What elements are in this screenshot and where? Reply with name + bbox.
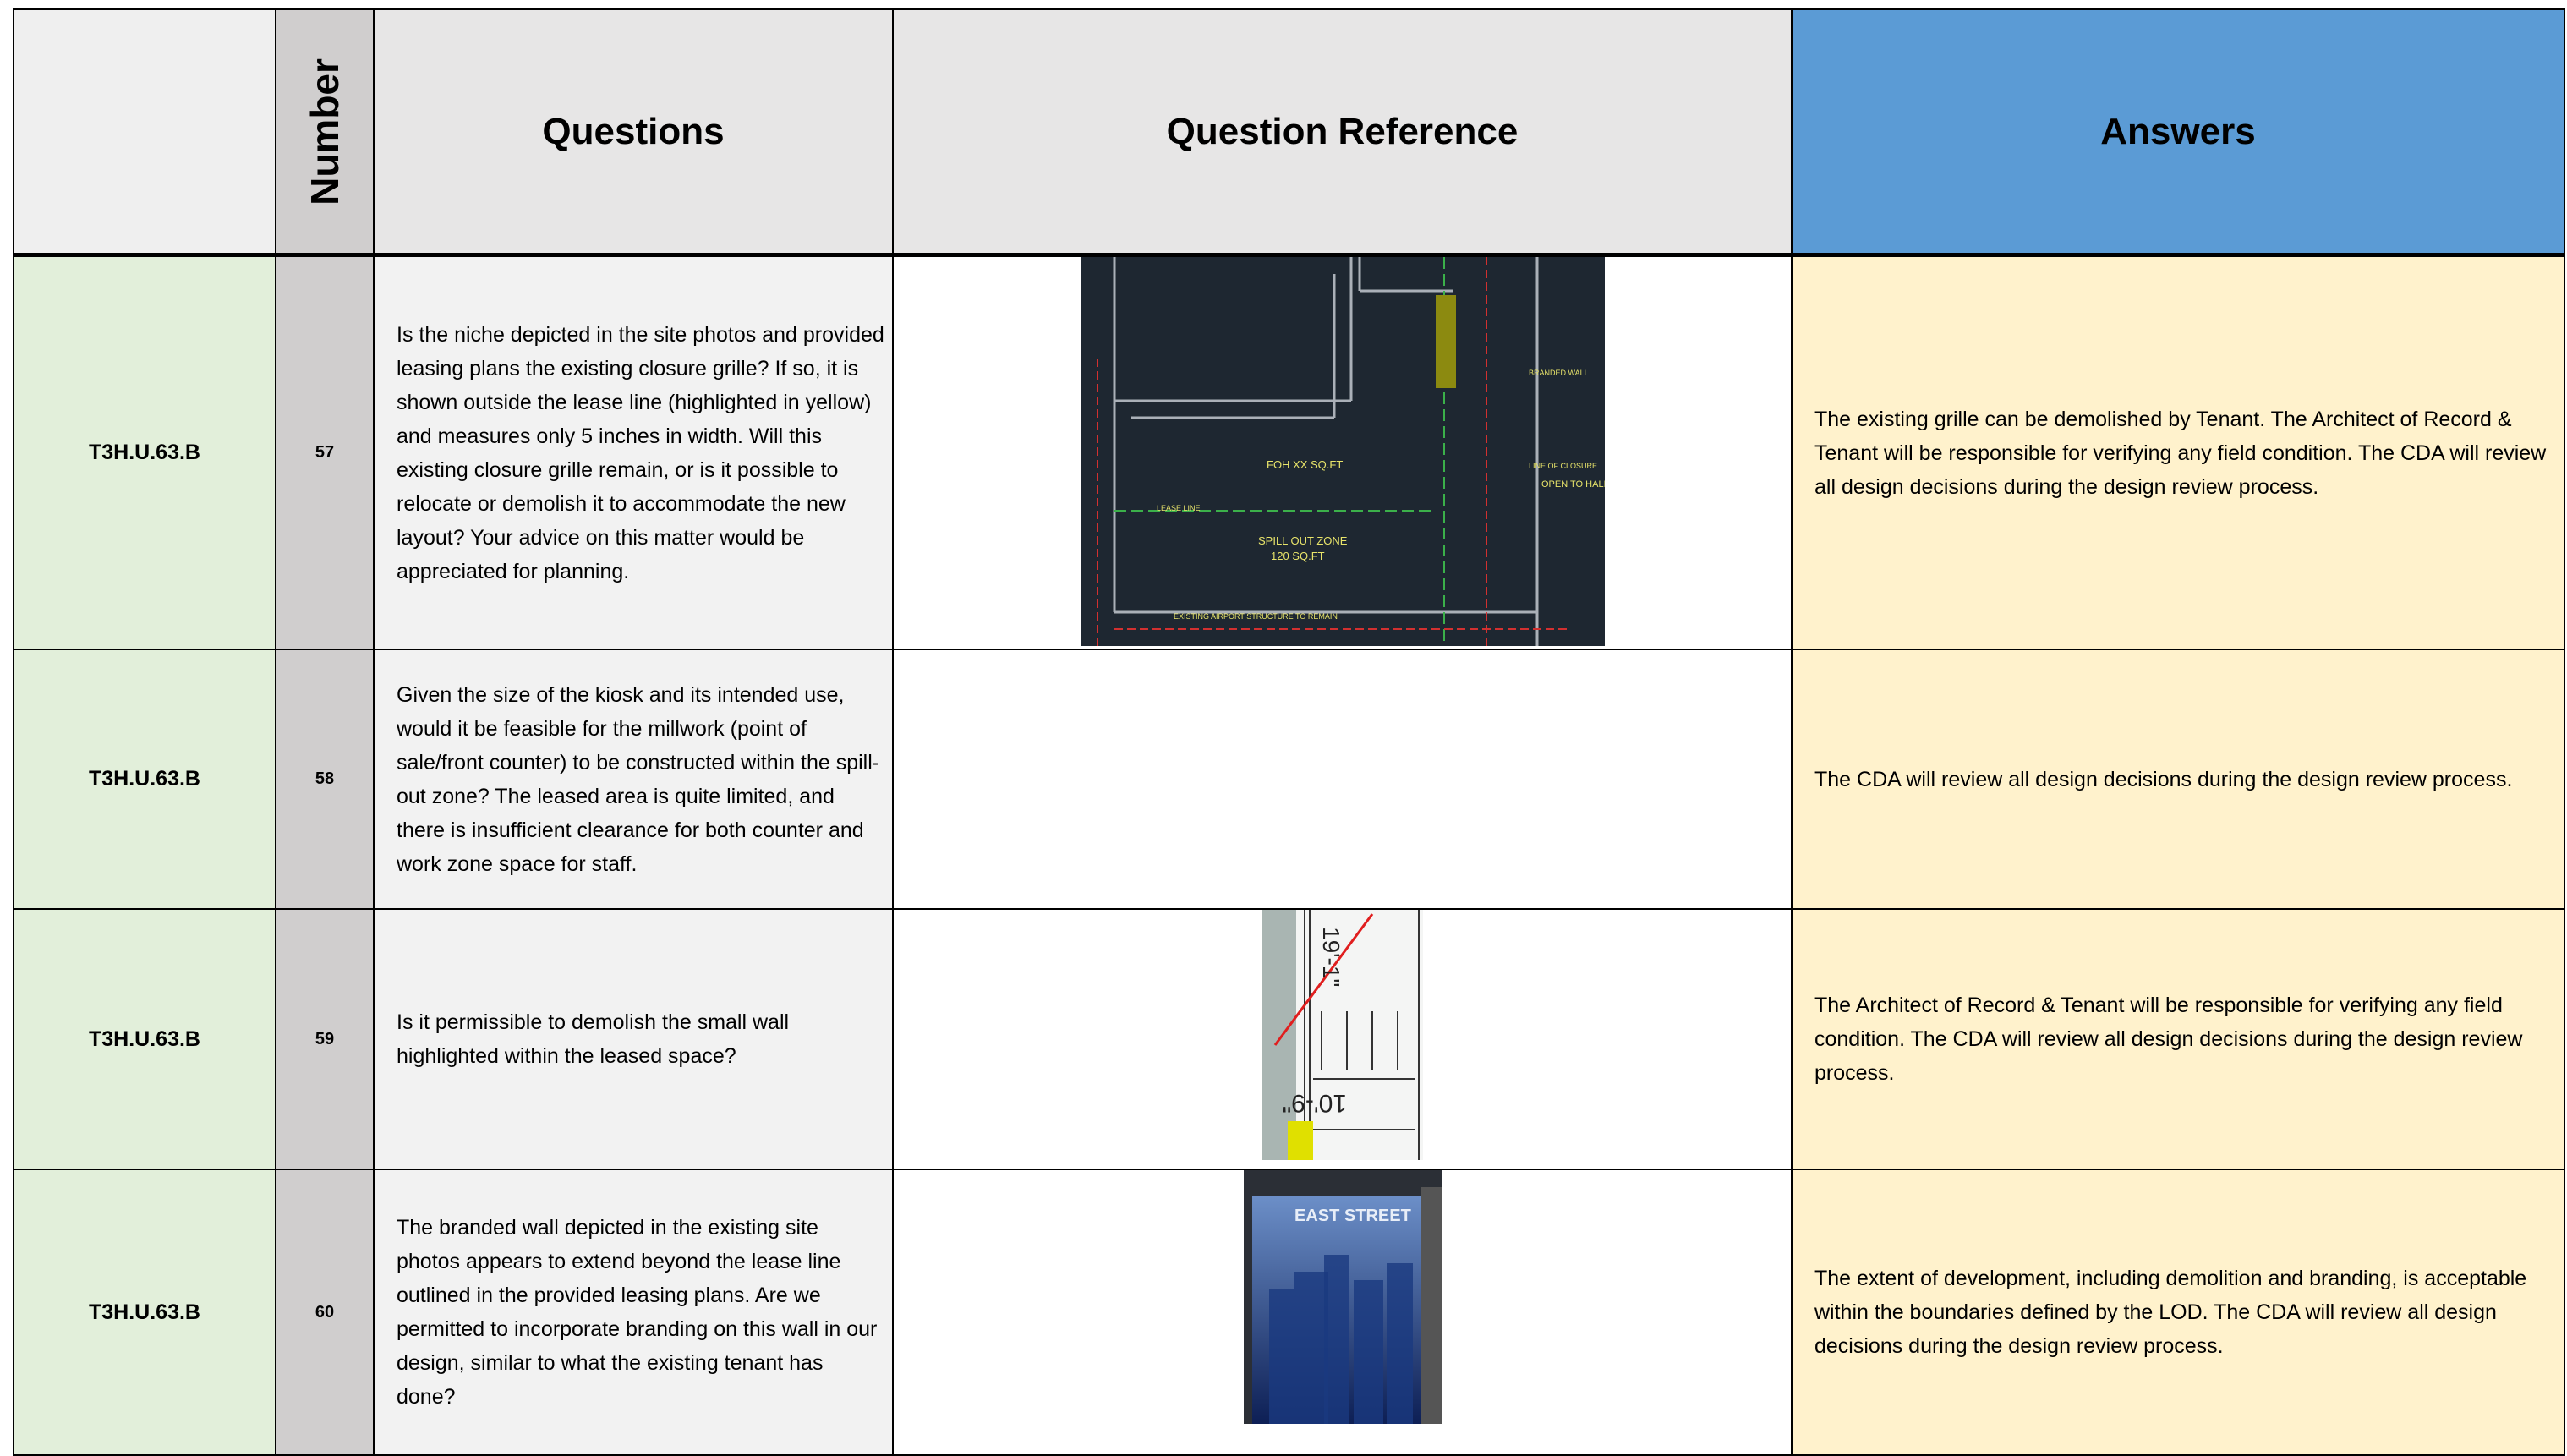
header-label: Number (303, 57, 347, 205)
image-label: 10'-9" (1282, 1089, 1346, 1117)
reference-image: EAST STREET (1243, 1170, 1442, 1424)
question-cell: Given the size of the kiosk and its inte… (373, 649, 894, 910)
building (1353, 1280, 1383, 1424)
column (1420, 1187, 1442, 1424)
answer-cell: The extent of development, including dem… (1791, 1169, 2565, 1456)
row-id: T3H.U.63.B (89, 1026, 200, 1051)
row-number: 59 (315, 1029, 335, 1048)
image-label: FOH XX SQ.FT (1267, 458, 1343, 471)
header-cell: Questions (373, 8, 894, 257)
header-label: Question Reference (1166, 110, 1519, 152)
wall (1262, 910, 1296, 1160)
number-cell: 60 (275, 1169, 375, 1456)
answer-text: The Architect of Record & Tenant will be… (1814, 993, 2523, 1085)
question-text: The branded wall depicted in the existin… (397, 1216, 878, 1409)
page: Number Questions Question Reference Answers… (13, 8, 2565, 1456)
question-text: Is the niche depicted in the site photos… (397, 322, 884, 583)
image-label: OPEN TO HALL (1541, 479, 1605, 490)
answer-text: The extent of development, including dem… (1814, 1267, 2527, 1358)
id-cell: T3H.U.63.B (13, 255, 276, 650)
image-label: 19'-1" (1318, 927, 1344, 987)
question-text: Is it permissible to demolish the small … (397, 1010, 790, 1068)
image-label: LINE OF CLOSURE (1529, 462, 1597, 470)
question-cell: Is the niche depicted in the site photos… (373, 255, 894, 650)
image-label: EAST STREET (1294, 1207, 1411, 1225)
highlight (1287, 1121, 1313, 1160)
row-id: T3H.U.63.B (89, 1300, 200, 1324)
reference-cell (892, 649, 1793, 910)
row-id: T3H.U.63.B (89, 767, 200, 791)
answer-cell: The CDA will review all design decisions… (1791, 649, 2565, 910)
reference-image: FOH XX SQ.FT SPILL OUT ZONE 120 SQ.FT LEASE… (1080, 257, 1605, 646)
id-cell: T3H.U.63.B (13, 1169, 276, 1456)
header-cell (13, 8, 276, 257)
building (1268, 1289, 1294, 1424)
reference-image: 19'-1" 10'-9" (1262, 910, 1423, 1160)
reference-cell: FOH XX SQ.FT SPILL OUT ZONE 120 SQ.FT LEASE… (892, 255, 1793, 650)
question-text: Given the size of the kiosk and its inte… (397, 682, 880, 876)
number-cell: 59 (275, 908, 375, 1170)
id-cell: T3H.U.63.B (13, 908, 276, 1170)
question-cell: Is it permissible to demolish the small … (373, 908, 894, 1170)
header-label: Questions (542, 110, 725, 152)
image-label: EXISTING AIRPORT STRUCTURE TO REMAIN (1174, 612, 1338, 621)
row-number: 58 (315, 769, 335, 788)
building (1387, 1263, 1413, 1424)
image-label: LEASE LINE (1157, 504, 1201, 512)
image-label: SPILL OUT ZONE (1258, 534, 1348, 547)
answer-text: The CDA will review all design decisions… (1814, 767, 2513, 791)
reference-cell: EAST STREET (892, 1169, 1793, 1456)
image-label: BRANDED WALL (1529, 369, 1589, 377)
reference-cell: 19'-1" 10'-9" (892, 908, 1793, 1170)
highlight (1435, 295, 1456, 388)
number-cell: 57 (275, 255, 375, 650)
building (1323, 1255, 1349, 1424)
answer-cell: The Architect of Record & Tenant will be… (1791, 908, 2565, 1170)
question-cell: The branded wall depicted in the existin… (373, 1169, 894, 1456)
id-cell: T3H.U.63.B (13, 649, 276, 910)
header-cell: Answers (1791, 8, 2565, 257)
answer-cell: The existing grille can be demolished by… (1791, 255, 2565, 650)
row-id: T3H.U.63.B (89, 441, 200, 464)
number-cell: 58 (275, 649, 375, 910)
row-number: 57 (315, 443, 335, 462)
answer-text: The existing grille can be demolished by… (1814, 407, 2547, 499)
building (1294, 1272, 1328, 1424)
header-cell: Number (275, 8, 375, 257)
image-label: 120 SQ.FT (1271, 550, 1325, 562)
header-label: Answers (2100, 110, 2256, 152)
header-cell: Question Reference (892, 8, 1793, 257)
row-number: 60 (315, 1302, 335, 1322)
arrow (1273, 913, 1373, 1046)
image-bg (1080, 257, 1605, 646)
